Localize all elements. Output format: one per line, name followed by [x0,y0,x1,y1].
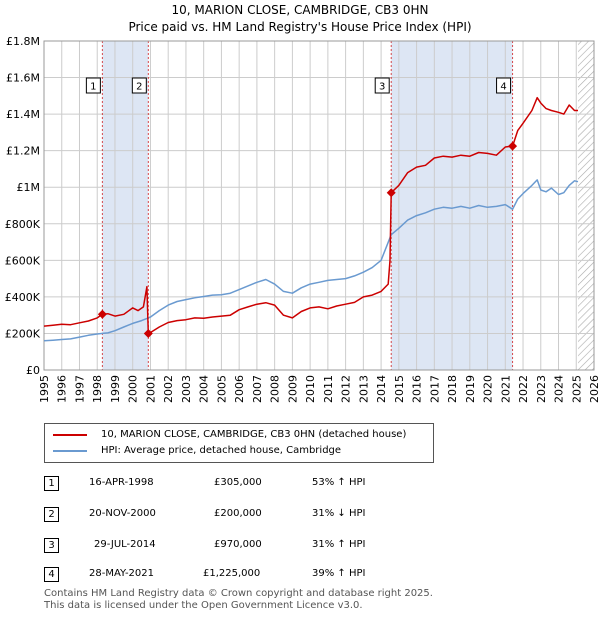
sale-label-number: 4 [500,82,506,93]
sale-hpi-change: 39% ↑ HPI [312,568,366,579]
sale-number-badge: 3 [44,538,59,553]
x-tick-label: 2000 [127,375,140,403]
sale-price: £970,000 [214,539,262,550]
legend-swatch-property [53,434,87,436]
y-tick-label: £800K [5,218,41,231]
sale-number-badge: 4 [44,567,59,582]
x-tick-label: 2020 [482,375,495,403]
x-tick-label: 2025 [570,375,583,403]
x-tick-label: 2022 [517,375,530,403]
sale-date: 29-JUL-2014 [94,539,156,550]
sale-date: 28-MAY-2021 [89,568,155,579]
x-tick-label: 2014 [375,375,388,403]
x-tick-label: 1997 [73,375,86,403]
x-tick-label: 2013 [357,375,370,403]
x-tick-label: 2003 [180,375,193,403]
x-tick-label: 2021 [499,375,512,403]
y-tick-label: £1.4M [6,108,40,121]
x-tick-label: 2012 [340,375,353,403]
legend-label-hpi: HPI: Average price, detached house, Camb… [101,445,342,456]
sale-label-box [131,77,147,94]
footer-licence: This data is licensed under the Open Gov… [44,600,363,611]
sale-label-number: 3 [379,82,385,93]
x-tick-label: 2017 [428,375,441,403]
x-tick-label: 2005 [215,375,228,403]
sale-hpi-change: 31% ↑ HPI [312,539,366,550]
sale-price: £1,225,000 [203,568,261,579]
footer-copyright: Contains HM Land Registry data © Crown c… [44,588,433,599]
x-tick-label: 2018 [446,375,459,403]
hpi-line [44,179,579,342]
x-tick-label: 2011 [322,375,335,403]
x-tick-label: 2002 [162,375,175,403]
x-tick-label: 2016 [411,375,424,403]
plot-frame [43,40,595,371]
sale-marker [508,141,518,151]
sale-hpi-change: 53% ↑ HPI [312,477,366,488]
sale-label-box [496,77,512,94]
sale-price: £305,000 [214,477,262,488]
sale-date: 16-APR-1998 [89,477,154,488]
y-tick-label: £1.6M [6,72,40,85]
sale-number-badge: 1 [44,476,59,491]
y-tick-label: £0 [26,364,40,377]
sale-marker [97,309,107,319]
x-tick-label: 1996 [56,375,69,403]
y-tick-label: £200K [5,327,41,340]
y-tick-label: £400K [5,291,41,304]
sale-label-box [374,77,390,94]
price-chart: £0 £200K £400K £600K £800K £1M £1.2M £1.4M £1.6M… [5,35,600,403]
sale-number-badge: 2 [44,507,59,522]
forecast-hatch-area [578,41,594,370]
x-tick-label: 2015 [393,375,406,403]
legend: 10, MARION CLOSE, CAMBRIDGE, CB3 0HN (de… [44,423,434,463]
sale-date: 20-NOV-2000 [89,508,156,519]
sale-label-number: 2 [136,82,142,93]
chart-title-description: Price paid vs. HM Land Registry's House … [128,20,472,34]
y-tick-label: £1.8M [6,35,40,48]
legend-label-property: 10, MARION CLOSE, CAMBRIDGE, CB3 0HN (de… [101,429,407,440]
x-tick-label: 2007 [251,375,264,403]
x-tick-label: 2026 [588,375,600,403]
chart-title-address: 10, MARION CLOSE, CAMBRIDGE, CB3 0HN [171,3,429,17]
y-tick-label: £1M [17,181,41,194]
sale-label-number: 1 [90,82,96,93]
x-tick-label: 2024 [553,375,566,403]
x-tick-label: 2010 [304,375,317,403]
sale-marker [386,188,396,198]
x-tick-label: 2008 [269,375,282,403]
x-tick-label: 2001 [144,375,157,403]
sale-hpi-change: 31% ↓ HPI [312,508,366,519]
sale-price: £200,000 [214,508,262,519]
x-tick-label: 2023 [535,375,548,403]
x-tick-label: 2006 [233,375,246,403]
x-tick-label: 2004 [198,375,211,403]
x-tick-label: 1998 [91,375,104,403]
x-tick-label: 2019 [464,375,477,403]
sale-label-box [85,77,101,94]
x-tick-label: 2009 [286,375,299,403]
y-tick-label: £600K [5,254,41,267]
legend-swatch-hpi [53,450,87,452]
x-tick-label: 1999 [109,375,122,403]
footer-attribution: Contains HM Land Registry data © Crown c… [44,588,433,612]
y-tick-label: £1.2M [6,145,40,158]
sale-marker [143,328,153,338]
x-tick-label: 1995 [38,375,51,403]
